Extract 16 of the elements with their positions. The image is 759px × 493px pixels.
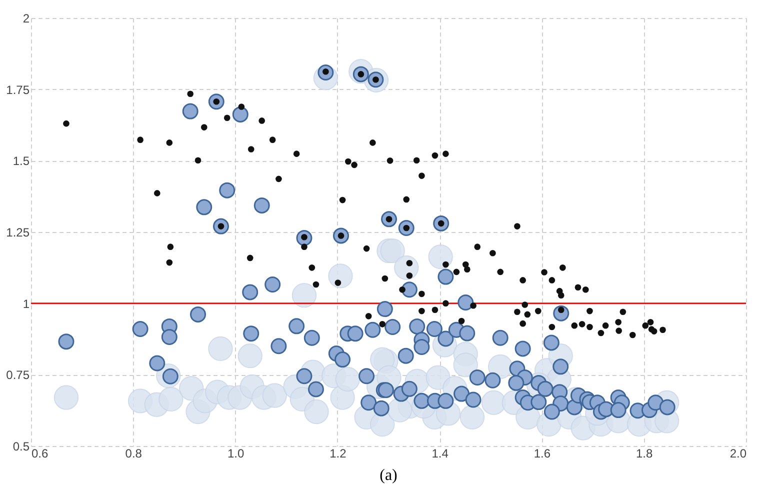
x-tick-label: 1.4: [432, 446, 449, 460]
y-tick-label: 0.75: [6, 368, 30, 382]
y-tick-label: 0.5: [12, 440, 30, 454]
x-tick-label: 1.2: [330, 446, 347, 460]
x-tick-label: 0.6: [32, 446, 49, 460]
y-tick-label: 1.25: [6, 226, 30, 240]
y-tick-label: 1.5: [12, 154, 30, 168]
text: (a): [380, 467, 398, 484]
y-tick-label: 1.75: [6, 82, 30, 97]
x-tick-label: 2.0: [730, 446, 747, 460]
x-tick-label: 1.8: [636, 446, 654, 460]
x-tick-label: 0.8: [125, 446, 142, 460]
x-tick-label: 1.6: [534, 446, 551, 460]
y-tick-label: 1: [22, 296, 30, 311]
x-tick-label: 1.0: [227, 446, 244, 460]
y-tick-label: 2: [22, 12, 30, 26]
